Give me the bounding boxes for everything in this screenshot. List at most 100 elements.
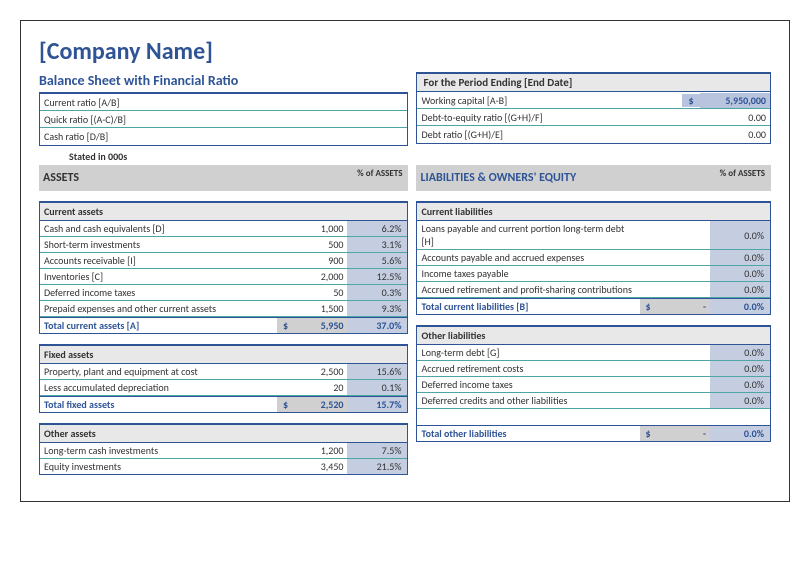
total-currency: $ xyxy=(640,299,656,314)
ratio-label: Quick ratio [(A-C)/B] xyxy=(40,112,130,127)
section: Other liabilities Long-term debt [G] 0.0… xyxy=(416,325,771,442)
section-title: Other assets xyxy=(40,425,407,443)
line-currency xyxy=(640,221,656,249)
stated-note: Stated in 000s xyxy=(39,146,771,165)
line-item: Equity investments 3,450 21.5% xyxy=(40,459,407,475)
total-pct: 37.0% xyxy=(347,318,407,333)
line-pct: 7.5% xyxy=(347,443,407,458)
line-item: Deferred income taxes 50 0.3% xyxy=(40,285,407,301)
line-label: Accrued retirement and profit-sharing co… xyxy=(417,282,640,297)
ratio-box: Current ratio [A/B] Quick ratio [(A-C)/B]… xyxy=(39,92,408,146)
line-value xyxy=(656,361,710,376)
assets-title: ASSETS xyxy=(39,165,338,191)
liabilities-header: LIABILITIES & OWNERS' EQUITY % of ASSETS xyxy=(416,165,771,191)
line-pct: 3.1% xyxy=(347,237,407,252)
assets-header: ASSETS % of ASSETS xyxy=(39,165,408,191)
line-item: Long-term debt [G] 0.0% xyxy=(417,345,770,361)
line-item: Accrued retirement and profit-sharing co… xyxy=(417,282,770,298)
line-label: Long-term debt [G] xyxy=(417,345,640,360)
section: Current assets Cash and cash equivalents… xyxy=(39,201,408,334)
total-value: - xyxy=(656,426,710,441)
line-currency xyxy=(277,285,293,300)
main-columns: Current assets Cash and cash equivalents… xyxy=(39,201,771,485)
line-currency xyxy=(640,361,656,376)
total-currency: $ xyxy=(277,318,293,333)
line-value: 3,450 xyxy=(293,459,347,474)
line-item: Short-term investments 500 3.1% xyxy=(40,237,407,253)
summary-label: Working capital [A-B] xyxy=(417,93,682,108)
line-label: Deferred credits and other liabilities xyxy=(417,393,640,408)
line-currency xyxy=(277,253,293,268)
total-value: 5,950 xyxy=(293,318,347,333)
line-label: Long-term cash investments xyxy=(40,443,277,458)
line-item: Deferred income taxes 0.0% xyxy=(417,377,770,393)
line-value xyxy=(656,282,710,297)
line-value: 20 xyxy=(293,380,347,395)
summary-label: Debt-to-equity ratio [(G+H)/F] xyxy=(417,110,700,125)
line-pct: 0.0% xyxy=(710,250,770,265)
section-title: Current liabilities xyxy=(417,203,770,221)
line-value: 1,500 xyxy=(293,301,347,316)
line-label: Deferred income taxes xyxy=(417,377,640,392)
line-item: Loans payable and current portion long-t… xyxy=(417,221,770,250)
line-currency xyxy=(640,250,656,265)
total-pct: 0.0% xyxy=(710,299,770,314)
line-pct: 5.6% xyxy=(347,253,407,268)
line-item: Prepaid expenses and other current asset… xyxy=(40,301,407,317)
ratios-left-pane: Balance Sheet with Financial Ratio Curre… xyxy=(39,72,408,146)
total-row: Total fixed assets $ 2,520 15.7% xyxy=(40,396,407,413)
total-label: Total current assets [A] xyxy=(40,318,277,333)
line-value xyxy=(656,266,710,281)
line-item: Accrued retirement costs 0.0% xyxy=(417,361,770,377)
total-currency: $ xyxy=(277,397,293,412)
line-currency xyxy=(277,364,293,379)
total-label: Total other liabilities xyxy=(417,426,640,441)
line-label: Short-term investments xyxy=(40,237,277,252)
line-value: 1,000 xyxy=(293,221,347,236)
assets-column: Current assets Cash and cash equivalents… xyxy=(39,201,408,485)
liabilities-title: LIABILITIES & OWNERS' EQUITY xyxy=(416,165,701,191)
line-pct: 21.5% xyxy=(347,459,407,474)
line-currency xyxy=(277,221,293,236)
line-currency xyxy=(640,282,656,297)
pct-assets-label-r: % of ASSETS xyxy=(701,165,771,191)
line-value xyxy=(656,345,710,360)
ratio-label: Current ratio [A/B] xyxy=(40,95,123,110)
line-value: 50 xyxy=(293,285,347,300)
line-item: Cash and cash equivalents [D] 1,000 6.2% xyxy=(40,221,407,237)
line-pct: 0.0% xyxy=(710,345,770,360)
line-label: Less accumulated depreciation xyxy=(40,380,277,395)
line-currency xyxy=(640,345,656,360)
line-label: Deferred income taxes xyxy=(40,285,277,300)
line-pct: 0.0% xyxy=(710,282,770,297)
ratio-row: Quick ratio [(A-C)/B] xyxy=(40,111,407,128)
total-row: Total current liabilities [B] $ - 0.0% xyxy=(417,298,770,315)
summary-currency: $ xyxy=(682,94,700,107)
period-header: For the Period Ending [End Date] xyxy=(416,72,771,92)
line-value: 2,000 xyxy=(293,269,347,284)
top-summary-row: Balance Sheet with Financial Ratio Curre… xyxy=(39,72,771,146)
line-value xyxy=(656,221,710,249)
line-currency xyxy=(640,377,656,392)
liabilities-column: Current liabilities Loans payable and cu… xyxy=(416,201,771,485)
line-item: Accounts payable and accrued expenses 0.… xyxy=(417,250,770,266)
line-currency xyxy=(277,269,293,284)
line-label: Equity investments xyxy=(40,459,277,474)
pct-assets-label: % of ASSETS xyxy=(338,165,408,191)
sheet-subtitle: Balance Sheet with Financial Ratio xyxy=(39,72,408,89)
line-pct: 9.3% xyxy=(347,301,407,316)
line-value: 1,200 xyxy=(293,443,347,458)
summary-right-pane: For the Period Ending [End Date] Working… xyxy=(416,72,771,146)
line-label: Accounts receivable [I] xyxy=(40,253,277,268)
line-item: Property, plant and equipment at cost 2,… xyxy=(40,364,407,380)
line-currency xyxy=(277,459,293,474)
section-title: Fixed assets xyxy=(40,346,407,364)
line-pct: 0.0% xyxy=(710,266,770,281)
line-value: 2,500 xyxy=(293,364,347,379)
total-value: 2,520 xyxy=(293,397,347,412)
line-pct: 0.0% xyxy=(710,221,770,249)
line-currency xyxy=(640,266,656,281)
line-pct: 0.0% xyxy=(710,393,770,408)
total-pct: 0.0% xyxy=(710,426,770,441)
line-label: Income taxes payable xyxy=(417,266,640,281)
